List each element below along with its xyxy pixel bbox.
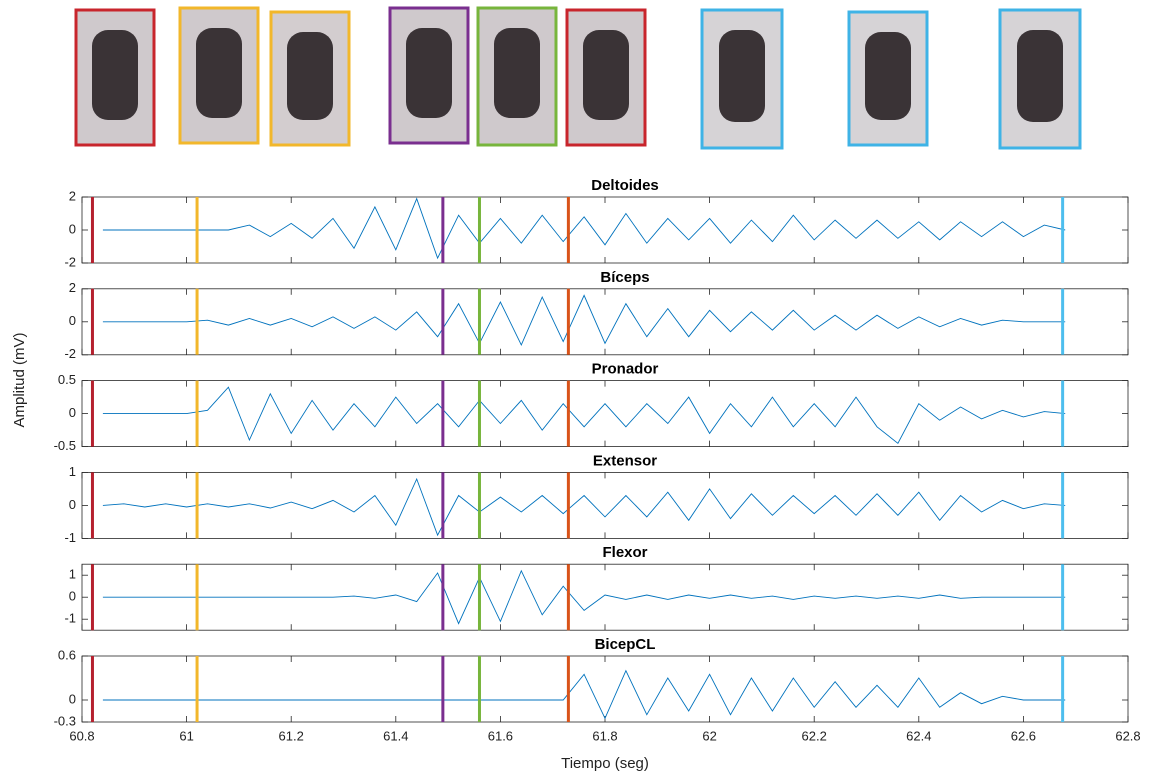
x-tick-label: 61.6 [488, 728, 513, 743]
emg-signal [102, 669, 1066, 720]
x-tick-label: 61.4 [383, 728, 408, 743]
y-tick-label: -1 [64, 530, 76, 545]
x-tick-label: 62.8 [1115, 728, 1140, 743]
y-tick-label: 0 [69, 313, 76, 328]
rat [865, 32, 911, 120]
y-tick-label: 0 [69, 221, 76, 236]
x-tick-label: 61.2 [279, 728, 304, 743]
x-tick-label: 62.6 [1011, 728, 1036, 743]
y-tick-label: -0.5 [54, 438, 76, 453]
y-tick-label: 0 [69, 405, 76, 420]
y-tick-label: 0.6 [58, 647, 76, 662]
x-axis-label: Tiempo (seg) [561, 755, 649, 772]
y-tick-label: 2 [69, 188, 76, 203]
panel-title: Extensor [593, 452, 657, 469]
rat [1017, 30, 1063, 122]
rat [287, 32, 333, 120]
rat [583, 30, 629, 120]
rat [92, 30, 138, 120]
y-tick-label: 0 [69, 589, 76, 604]
x-tick-label: 61.8 [592, 728, 617, 743]
y-tick-label: 1 [69, 567, 76, 582]
emg-signal [102, 386, 1066, 444]
y-tick-label: 1 [69, 464, 76, 479]
rat-silhouettes [92, 28, 1063, 122]
y-tick-label: -2 [64, 254, 76, 269]
y-tick-label: -0.3 [54, 713, 76, 728]
panel-title: Bíceps [600, 269, 649, 286]
panel-title: BicepCL [595, 636, 656, 653]
rat [406, 28, 452, 118]
emg-signal [102, 569, 1066, 625]
video-frames [74, 6, 1082, 150]
emg-signal [102, 477, 1066, 537]
y-tick-label: 0 [69, 691, 76, 706]
y-tick-label: 0.5 [58, 372, 76, 387]
y-axis-label: Amplitud (mV) [11, 332, 28, 427]
rat [719, 30, 765, 122]
y-tick-label: -2 [64, 346, 76, 361]
panel-title: Flexor [602, 544, 647, 561]
y-tick-label: 2 [69, 280, 76, 295]
x-tick-label: 60.8 [69, 728, 94, 743]
emg-signal [102, 197, 1066, 260]
x-tick-label: 62 [702, 728, 716, 743]
x-tick-label: 62.4 [906, 728, 931, 743]
emg-signal [102, 294, 1066, 346]
x-tick-label: 61 [179, 728, 193, 743]
x-tick-label: 62.2 [802, 728, 827, 743]
axes-box [81, 655, 1129, 723]
rat [494, 28, 540, 118]
axes-box [81, 196, 1129, 264]
y-tick-label: -1 [64, 611, 76, 626]
rat [196, 28, 242, 118]
panel-title: Pronador [592, 361, 659, 378]
panel-title: Deltoides [591, 177, 659, 194]
y-tick-label: 0 [69, 497, 76, 512]
